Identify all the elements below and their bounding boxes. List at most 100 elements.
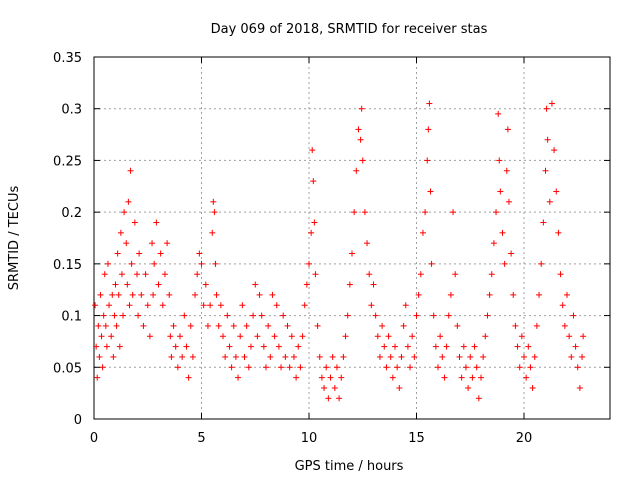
data-point <box>316 353 323 360</box>
data-point <box>531 353 538 360</box>
data-series-stas <box>92 100 587 402</box>
data-point <box>144 302 151 309</box>
data-point <box>217 302 224 309</box>
data-point <box>439 353 446 360</box>
data-point <box>387 353 394 360</box>
data-point <box>290 353 297 360</box>
data-point <box>209 229 216 236</box>
data-point <box>267 353 274 360</box>
data-point <box>357 136 364 143</box>
data-point <box>118 271 125 278</box>
data-point <box>508 250 515 257</box>
data-point <box>98 333 105 340</box>
data-point <box>318 374 325 381</box>
data-point <box>311 219 318 226</box>
data-point <box>135 312 142 319</box>
data-point <box>129 291 136 298</box>
data-point <box>194 271 201 278</box>
data-point <box>407 364 414 371</box>
data-point <box>329 353 336 360</box>
data-point <box>204 322 211 329</box>
y-tick-label: 0.3 <box>61 103 82 118</box>
data-point <box>473 364 480 371</box>
data-point <box>454 322 461 329</box>
data-point <box>123 240 130 247</box>
data-point <box>525 343 532 350</box>
data-point <box>196 250 203 257</box>
y-tick-label: 0.2 <box>61 206 82 221</box>
data-point <box>413 312 420 319</box>
data-point <box>561 322 568 329</box>
data-point <box>482 333 489 340</box>
data-point <box>521 353 527 360</box>
data-point <box>309 147 316 154</box>
data-point <box>501 260 508 267</box>
data-point <box>495 110 502 117</box>
data-point <box>529 384 536 391</box>
chart-title: Day 069 of 2018, SRMTID for receiver sta… <box>211 22 488 37</box>
data-point <box>187 322 194 329</box>
data-point <box>284 322 291 329</box>
data-point <box>503 167 510 174</box>
data-point <box>235 374 242 381</box>
data-point <box>437 333 444 340</box>
data-point <box>402 302 409 309</box>
y-axis-label: SRMTID / TECUs <box>7 186 22 291</box>
data-point <box>102 322 109 329</box>
data-point <box>548 100 555 107</box>
data-point <box>94 374 101 381</box>
data-point <box>359 157 366 164</box>
data-point <box>488 271 495 278</box>
data-point <box>374 333 381 340</box>
data-point <box>125 198 132 205</box>
data-point <box>450 209 457 216</box>
x-tick-labels: 0 5 10 15 20 <box>90 431 532 446</box>
data-point <box>198 260 205 267</box>
data-point <box>269 291 276 298</box>
data-point <box>260 343 267 350</box>
data-point <box>465 384 472 391</box>
data-point <box>220 333 226 340</box>
data-point <box>128 260 135 267</box>
data-point <box>427 188 434 195</box>
data-point <box>325 395 332 402</box>
data-point <box>543 105 550 112</box>
data-point <box>308 229 315 236</box>
data-point <box>336 395 343 402</box>
data-point <box>544 136 551 143</box>
data-point <box>338 374 345 381</box>
data-point <box>288 333 295 340</box>
data-point <box>580 333 587 340</box>
data-point <box>101 271 108 278</box>
data-point <box>432 343 439 350</box>
data-point <box>566 333 573 340</box>
data-point <box>166 291 173 298</box>
data-point <box>134 271 140 278</box>
data-point <box>331 384 338 391</box>
data-point <box>295 343 302 350</box>
data-point <box>212 260 219 267</box>
data-point <box>540 219 547 226</box>
data-point <box>514 343 521 350</box>
data-point <box>417 271 424 278</box>
data-point <box>389 374 396 381</box>
data-point <box>149 240 156 247</box>
data-point <box>172 343 179 350</box>
plot-frame <box>93 56 611 420</box>
data-point <box>512 322 519 329</box>
data-point <box>441 374 448 381</box>
data-point <box>364 240 371 247</box>
data-point <box>306 260 312 267</box>
data-point <box>228 364 235 371</box>
data-point <box>109 291 116 298</box>
data-point <box>510 291 517 298</box>
data-point <box>376 353 383 360</box>
data-point <box>207 302 214 309</box>
data-point <box>428 260 435 267</box>
data-point <box>358 105 365 112</box>
data-point <box>353 167 360 174</box>
data-point <box>126 302 133 309</box>
data-point <box>553 188 560 195</box>
data-point <box>92 302 99 309</box>
